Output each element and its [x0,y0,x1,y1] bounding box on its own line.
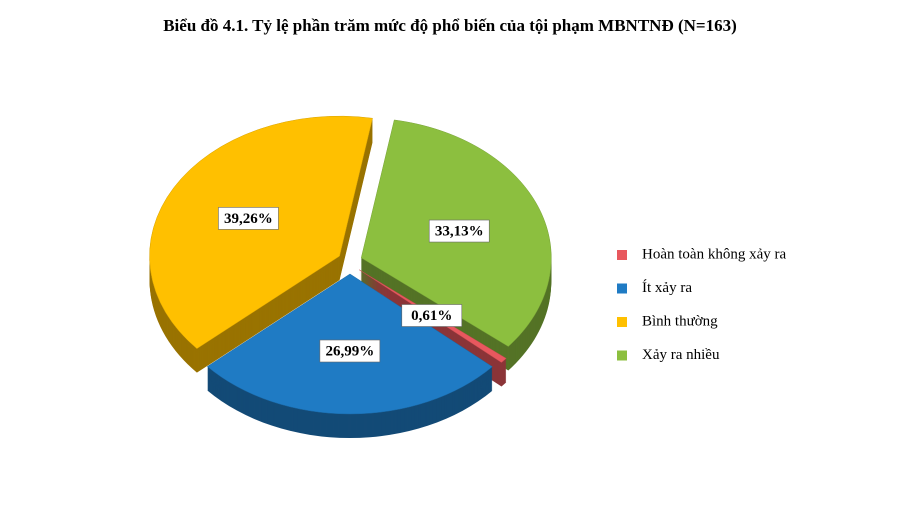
data-label-box [319,339,381,363]
data-label-box [428,219,490,243]
legend-label: Xảy ra nhiều [642,347,720,363]
data-label: 33,13% [435,223,484,239]
legend-swatch [617,350,627,361]
data-label-box [218,207,279,230]
data-label: 0,61% [411,308,452,324]
data-label-group: 26,99% [319,339,381,363]
data-label-group: 33,13% [428,219,490,243]
legend-label: Hoàn toàn không xảy ra [642,246,786,262]
data-label: 26,99% [325,343,374,359]
legend-label: Ít xảy ra [642,279,692,296]
legend-label: Bình thường [642,313,718,329]
legend-swatch [617,317,627,327]
legend-swatch [617,250,627,260]
legend-swatch [617,283,627,294]
data-label-box [401,304,463,327]
data-label-group: 0,61% [401,304,463,327]
pie-slice [149,115,373,349]
chart-title: Biểu đồ 4.1. Tỷ lệ phần trăm mức độ phổ … [163,16,737,35]
data-label-group: 39,26% [218,207,279,230]
data-label: 39,26% [224,211,273,227]
